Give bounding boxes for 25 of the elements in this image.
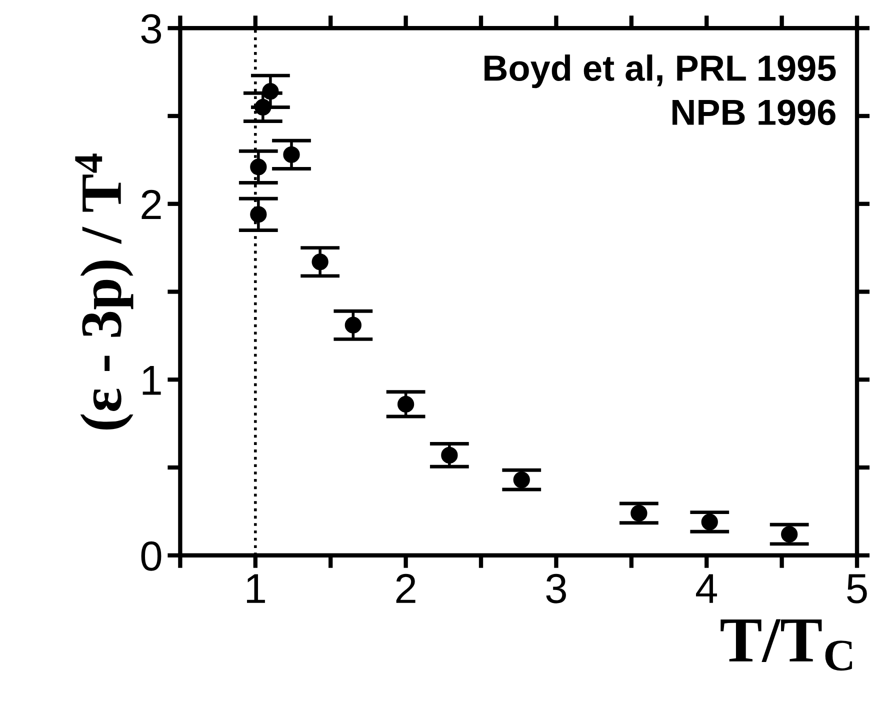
- y-tick-label: 2: [142, 190, 161, 219]
- point: [701, 514, 718, 530]
- y-axis-title: (ε - 3p) / T$^{4}$: [75, 154, 134, 430]
- point: [262, 83, 279, 100]
- point: [312, 254, 328, 270]
- x-axis-title: T/T$_{C}$: [720, 619, 852, 671]
- point: [630, 504, 648, 522]
- x-tick-label: 5: [847, 574, 867, 604]
- y-tick-label: 0: [141, 541, 162, 571]
- x-tick-label: 4: [696, 574, 717, 603]
- point: [397, 396, 414, 413]
- point: [344, 316, 362, 334]
- point: [250, 206, 267, 223]
- x-tick-label: 1: [246, 574, 265, 603]
- x-tick-label: 3: [546, 574, 566, 604]
- y-tick-label: 1: [142, 366, 161, 395]
- point: [283, 146, 300, 163]
- point: [441, 446, 458, 464]
- point: [781, 526, 798, 543]
- point: [513, 471, 530, 488]
- annotation: Boyd et al, PRL 1995 NPB 1996: [484, 54, 836, 126]
- point: [254, 98, 272, 116]
- point: [250, 158, 267, 176]
- y-tick-label: 3: [141, 14, 162, 44]
- x-tick-label: 2: [396, 574, 416, 603]
